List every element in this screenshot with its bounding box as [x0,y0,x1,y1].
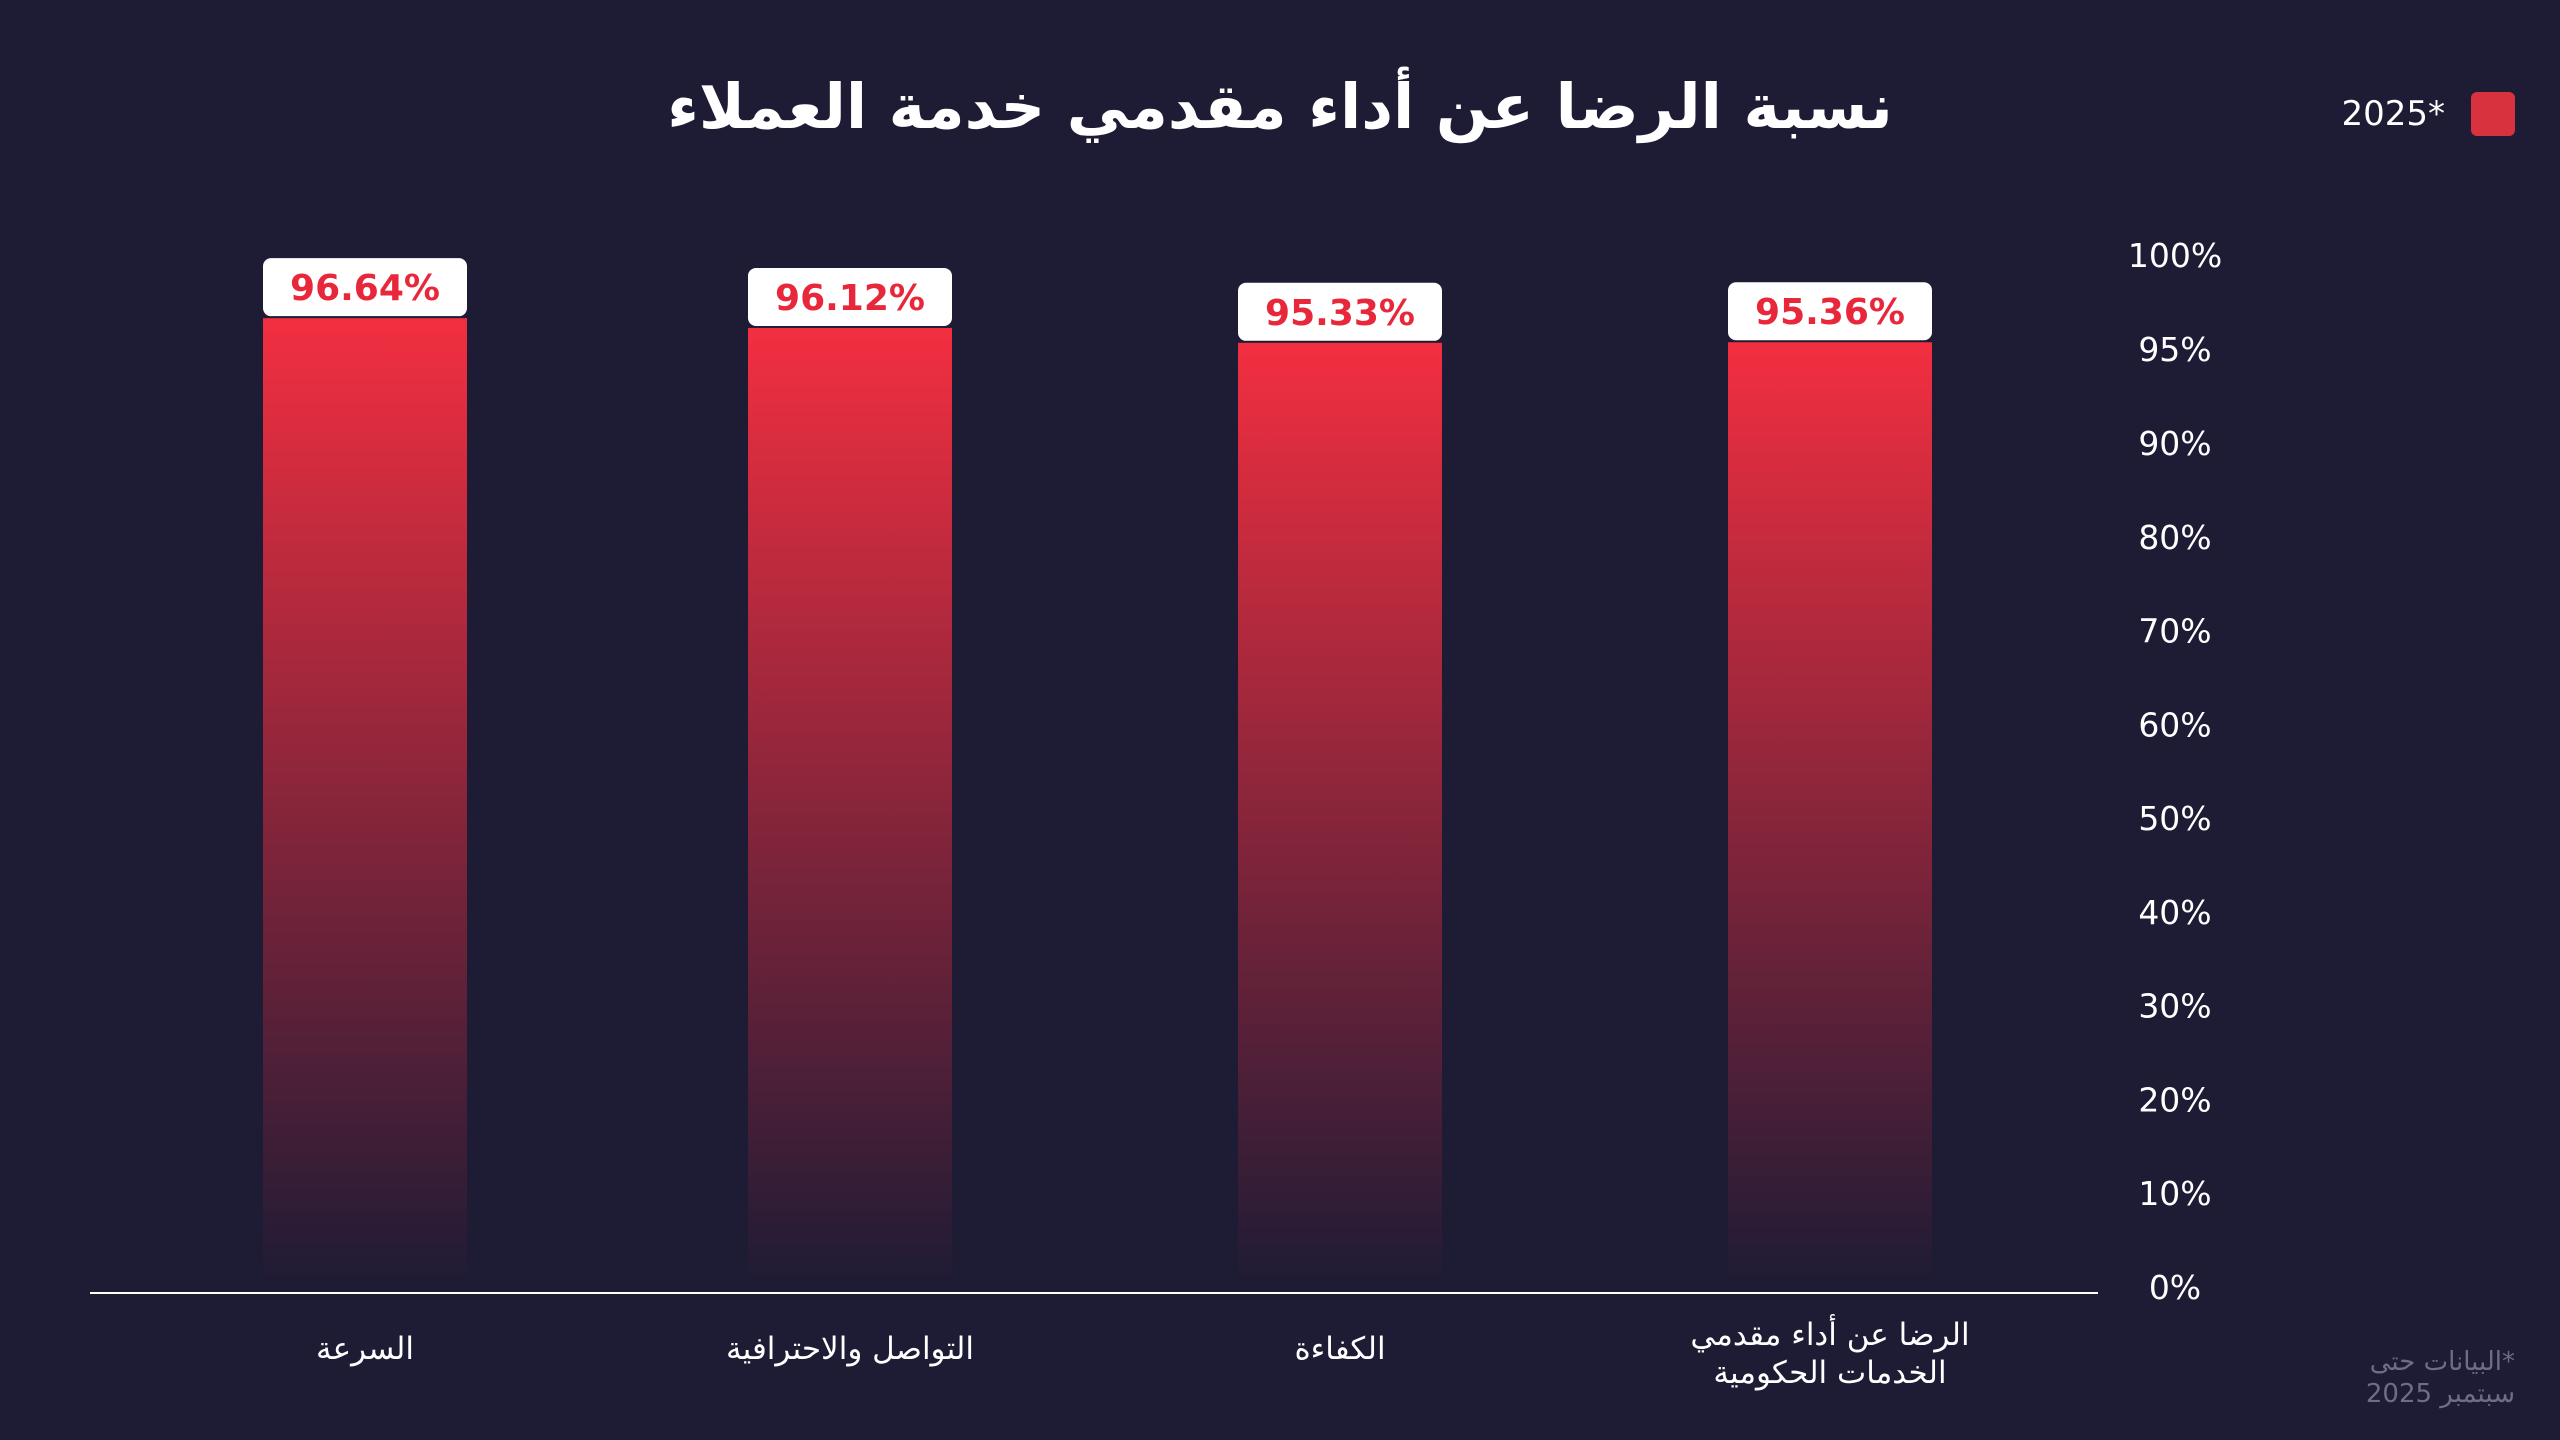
y-tick-label-70: 70% [2138,612,2211,651]
value-label-box-2 [748,267,952,326]
y-tick-label-100: 100% [2128,236,2222,275]
category-label-1: السرعة [316,1331,414,1367]
y-tick-label-50: 50% [2138,799,2211,838]
value-labels-layer: 96.64% 96.12% 95.33% 95.36% [263,258,1932,341]
category-label-2: التواصل والاحترافية [726,1331,974,1367]
chart-title: نسبة الرضا عن أداء مقدمي خدمة العملاء [667,70,1893,143]
value-label-box-1 [263,258,467,317]
y-tick-label-40: 40% [2138,893,2211,932]
bars-layer [263,318,1932,1288]
legend-swatch [2471,92,2515,136]
bar-3 [1238,342,1442,1287]
y-tick-label-30: 30% [2138,987,2211,1026]
y-tick-label-95: 95% [2138,330,2211,369]
x-axis-labels: السرعة التواصل والاحترافية الكفاءة الرضا عن… [316,1314,1970,1391]
footnote: *البيانات حتى سبتمبر 2025 [2366,1346,2515,1410]
bar-1 [263,318,467,1288]
y-tick-label-20: 20% [2138,1080,2211,1119]
y-tick-label-80: 80% [2138,518,2211,557]
value-label-box-4 [1728,282,1932,341]
footnote-line-2: سبتمبر 2025 [2365,1379,2515,1409]
value-label-1: 96.64% [290,268,440,309]
value-label-3: 95.33% [1265,293,1415,334]
legend: 2025* [2341,92,2515,136]
bar-4 [1728,342,1932,1287]
category-label-4: الرضا عن أداء مقدمي الخدمات الحكومية [1690,1314,1969,1391]
legend-label: 2025* [2341,94,2445,134]
value-label-4: 95.36% [1755,292,1905,333]
value-label-2: 96.12% [775,278,925,319]
y-axis-ticks: 0% 10% 20% 30% 40% 50% 60% 70% 80% 90% 95% 100% [2128,236,2222,1307]
y-tick-label-10: 10% [2138,1174,2211,1213]
category-label-3: الكفاءة [1294,1331,1385,1367]
value-label-box-3 [1238,282,1442,341]
bar-2 [748,327,952,1288]
y-tick-label-60: 60% [2138,705,2211,744]
footnote-line-1: *البيانات حتى [2369,1347,2515,1377]
y-tick-label-90: 90% [2138,424,2211,463]
y-tick-label-0: 0% [2149,1268,2201,1307]
